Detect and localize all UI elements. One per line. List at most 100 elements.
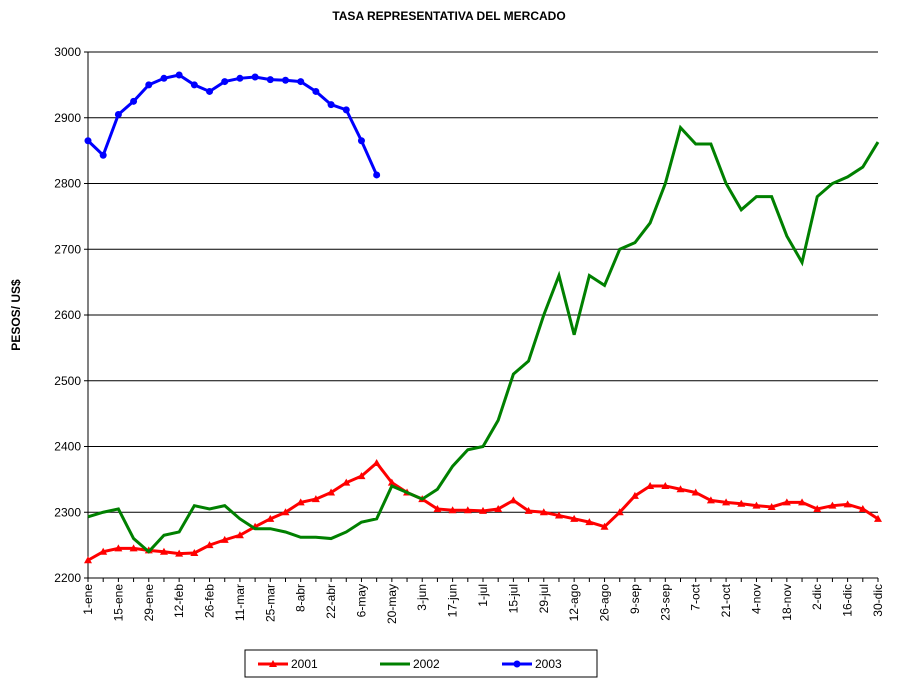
point: [236, 74, 244, 82]
point: [646, 481, 655, 489]
x-tick-label: 21-oct: [719, 583, 733, 617]
x-tick-label: 1-jul: [476, 584, 490, 607]
legend-label: 2003: [535, 657, 562, 671]
point: [190, 81, 198, 89]
x-tick-label: 12-ago: [567, 584, 581, 622]
legend-marker: [269, 660, 277, 667]
x-tick-label: 17-jun: [446, 584, 460, 617]
x-tick-label: 26-ago: [598, 584, 612, 622]
point: [524, 506, 533, 514]
point: [114, 110, 122, 118]
point: [311, 495, 320, 503]
x-tick-label: 15-jul: [506, 584, 520, 613]
point: [357, 137, 365, 145]
x-tick-label: 1-ene: [81, 584, 95, 615]
point: [479, 506, 487, 514]
point: [342, 106, 350, 114]
point: [266, 514, 275, 522]
point: [205, 541, 214, 549]
legend-label: 2001: [291, 657, 318, 671]
point: [585, 518, 594, 526]
point: [372, 458, 381, 466]
x-tick-label: 3-jun: [415, 584, 429, 611]
point: [463, 506, 472, 514]
point: [387, 478, 396, 486]
x-tick-label: 11-mar: [233, 584, 247, 621]
x-tick-label: 22-abr: [324, 584, 338, 619]
x-tick-label: 2-dic: [810, 584, 824, 610]
point: [600, 522, 609, 530]
point: [84, 556, 92, 564]
point: [145, 81, 153, 89]
y-tick-label: 2400: [54, 440, 81, 454]
point: [433, 504, 442, 512]
point: [160, 74, 168, 82]
point: [554, 511, 563, 519]
x-tick-label: 18-nov: [780, 584, 794, 621]
legend-label: 2002: [413, 657, 440, 671]
point: [266, 76, 274, 84]
point: [282, 76, 289, 84]
x-tick-label: 29-jul: [537, 584, 551, 613]
point: [297, 78, 305, 86]
point: [874, 514, 882, 522]
point: [99, 547, 108, 555]
y-tick-label: 2300: [54, 505, 81, 519]
point: [858, 504, 867, 512]
point: [175, 71, 183, 79]
point: [114, 544, 123, 552]
point: [752, 501, 761, 509]
point: [494, 504, 503, 512]
x-tick-label: 6-may: [354, 584, 368, 617]
point: [129, 544, 138, 552]
point: [130, 97, 138, 105]
point: [828, 501, 837, 509]
point: [235, 531, 244, 539]
series-line: [87, 124, 880, 554]
point: [251, 73, 259, 81]
point: [84, 137, 92, 145]
chart-title: TASA REPRESENTATIVA DEL MERCADO: [332, 9, 565, 23]
x-tick-label: 25-mar: [263, 584, 277, 622]
y-tick-label: 2800: [54, 177, 81, 191]
legend-box: [244, 649, 598, 678]
point: [190, 549, 199, 557]
x-tick-label: 16-dic: [841, 584, 855, 617]
x-tick-label: 15-ene: [111, 584, 125, 622]
point: [782, 498, 791, 506]
point: [630, 491, 639, 499]
point: [570, 514, 579, 522]
x-tick-label: 26-feb: [203, 584, 217, 618]
x-tick-label: 30-dic: [871, 584, 885, 617]
x-tick-label: 9-sep: [628, 584, 642, 614]
point: [843, 500, 852, 508]
point: [327, 101, 335, 109]
y-tick-label: 2900: [54, 111, 81, 125]
y-tick-label: 2200: [54, 571, 81, 585]
point: [159, 547, 168, 555]
y-tick-label: 2700: [54, 242, 81, 256]
point: [539, 508, 548, 516]
point: [99, 151, 107, 159]
point: [737, 499, 746, 507]
point: [448, 506, 457, 514]
point: [676, 485, 685, 493]
point: [296, 498, 305, 506]
point: [342, 478, 351, 486]
point: [206, 87, 214, 95]
x-tick-label: 29-ene: [142, 584, 156, 622]
x-tick-label: 8-abr: [294, 584, 308, 612]
point: [615, 508, 624, 516]
x-tick-label: 12-feb: [172, 584, 186, 618]
x-tick-label: 4-nov: [749, 584, 763, 614]
point: [220, 535, 229, 543]
y-tick-label: 2500: [54, 374, 81, 388]
point: [767, 502, 776, 510]
point: [175, 549, 184, 557]
legend-marker: [513, 660, 521, 668]
point: [691, 488, 700, 496]
y-tick-label: 3000: [54, 45, 81, 59]
x-tick-label: 23-sep: [658, 584, 672, 621]
point: [327, 488, 336, 496]
